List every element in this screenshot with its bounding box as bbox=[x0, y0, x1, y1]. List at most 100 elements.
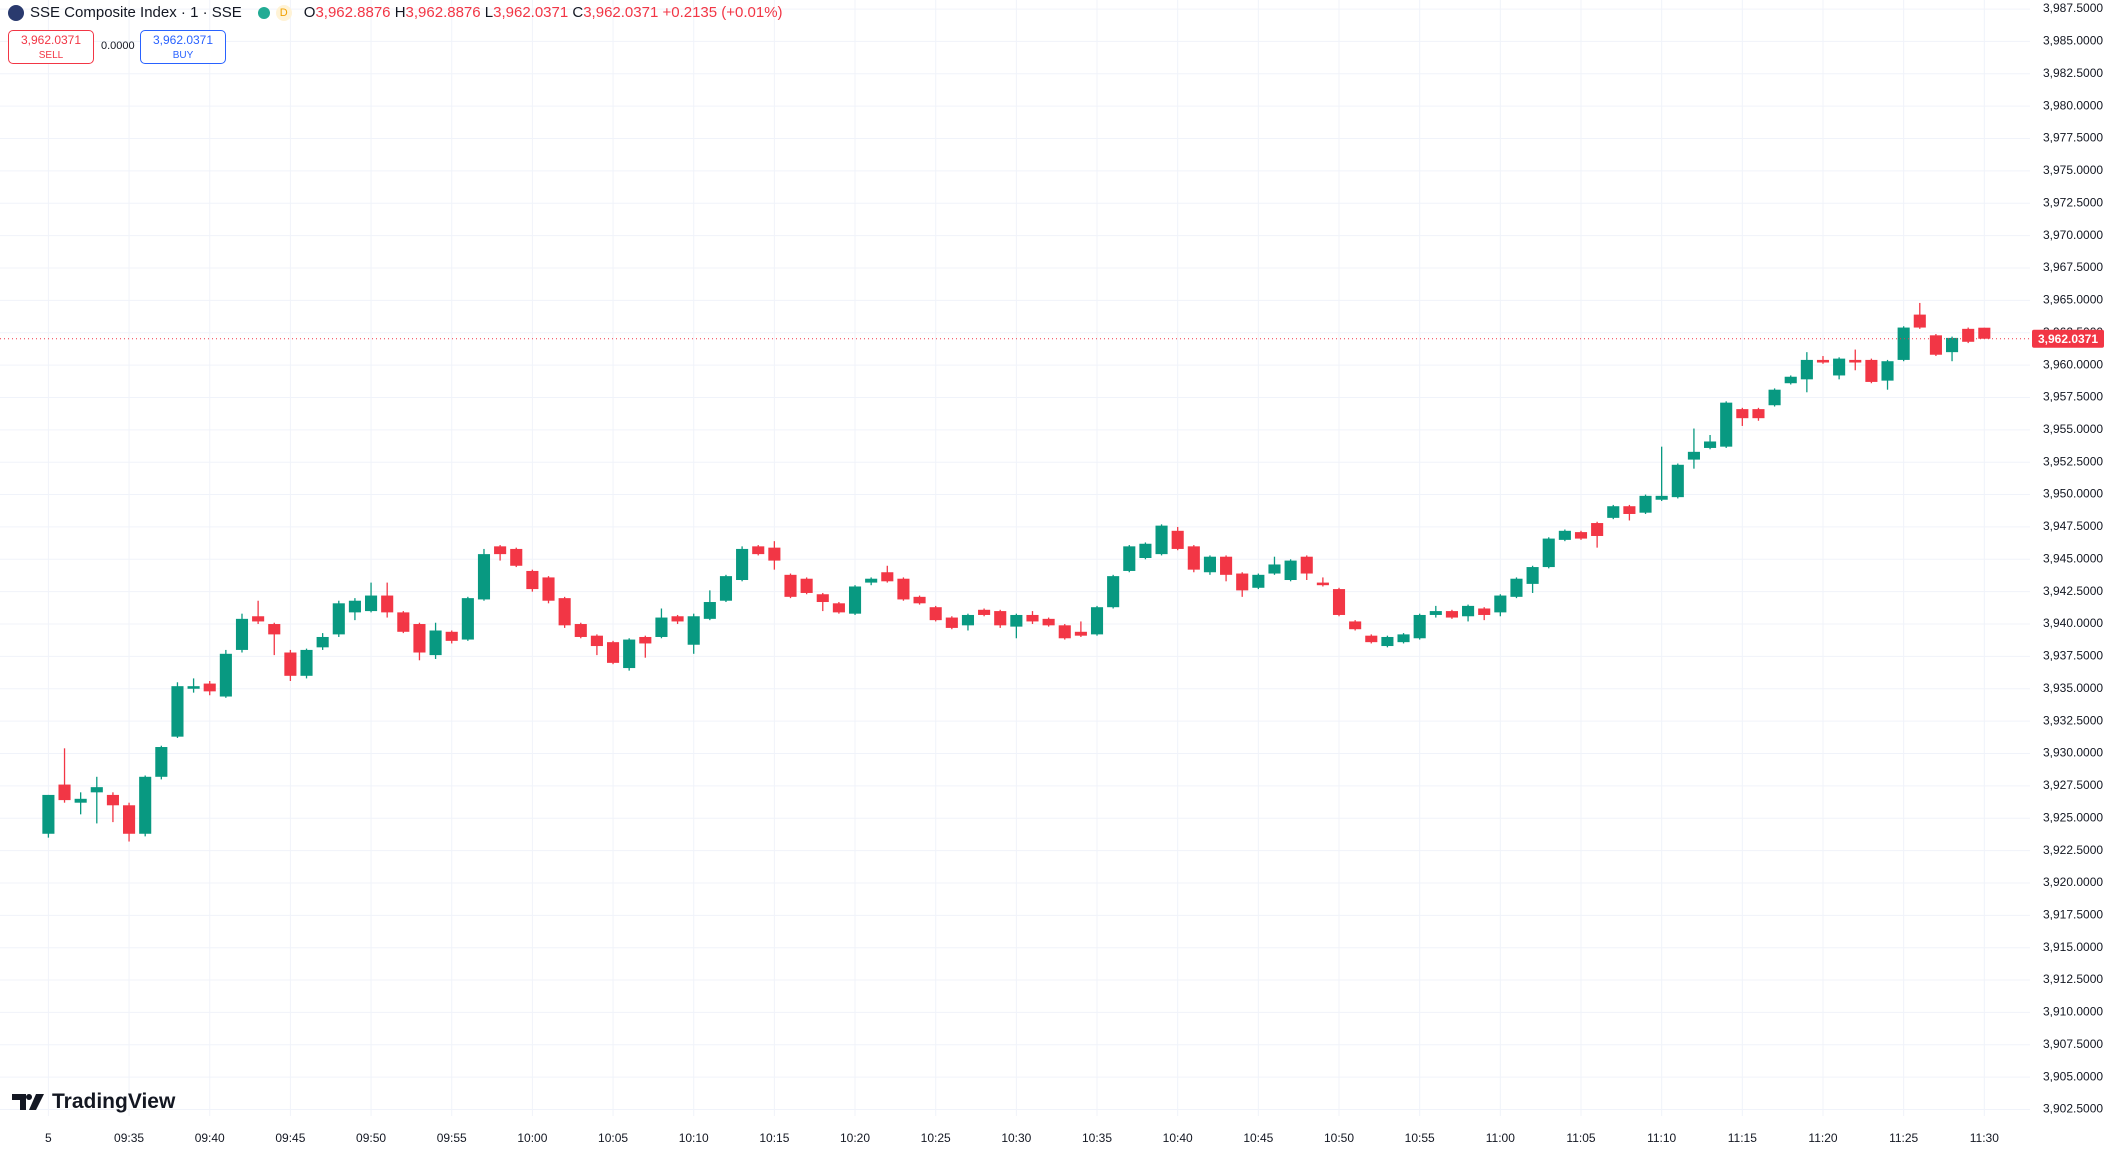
candle-body bbox=[542, 577, 555, 601]
candle-body bbox=[1607, 506, 1620, 518]
candle-body bbox=[1768, 389, 1781, 406]
buy-button[interactable]: 3,962.0371 BUY bbox=[140, 30, 226, 64]
candle-body bbox=[687, 616, 700, 645]
candle-body bbox=[1090, 607, 1104, 635]
x-tick-label: 10:50 bbox=[1324, 1131, 1354, 1145]
candle-body bbox=[1720, 402, 1733, 447]
sell-button[interactable]: 3,962.0371 SELL bbox=[8, 30, 94, 64]
y-tick-label: 3,945.0000 bbox=[2043, 551, 2103, 565]
candle-body bbox=[623, 639, 636, 669]
candle-body bbox=[639, 636, 652, 644]
y-tick-label: 3,947.5000 bbox=[2043, 519, 2103, 533]
candle-body bbox=[1026, 614, 1039, 622]
candle-body bbox=[58, 784, 71, 801]
candle-body bbox=[784, 574, 797, 597]
y-tick-label: 3,957.5000 bbox=[2043, 390, 2103, 404]
candle-body bbox=[1332, 589, 1346, 615]
y-tick-label: 3,932.5000 bbox=[2043, 713, 2103, 727]
x-tick-label: 09:55 bbox=[437, 1131, 467, 1145]
x-tick-label: 10:00 bbox=[517, 1131, 547, 1145]
candle-body bbox=[365, 595, 378, 612]
y-tick-label: 3,977.5000 bbox=[2043, 131, 2103, 145]
candle-body bbox=[961, 614, 975, 626]
x-tick-label: 10:20 bbox=[840, 1131, 870, 1145]
candle-body bbox=[1752, 409, 1765, 419]
candle-body bbox=[671, 616, 684, 622]
candle-body bbox=[397, 612, 410, 632]
status-dot bbox=[257, 6, 270, 19]
candle-body bbox=[1816, 359, 1830, 363]
candle-body bbox=[1655, 495, 1668, 500]
y-tick-label: 3,960.0000 bbox=[2043, 357, 2103, 371]
y-tick-label: 3,955.0000 bbox=[2043, 422, 2103, 436]
candle-body bbox=[606, 642, 620, 663]
candle-body bbox=[1736, 409, 1749, 419]
candle-body bbox=[881, 572, 894, 582]
y-tick-label: 3,952.5000 bbox=[2043, 454, 2103, 468]
legend: SSE Composite Index · 1 · SSE D O3,962.8… bbox=[8, 4, 783, 21]
candle-body bbox=[300, 649, 313, 676]
x-tick-label: 09:40 bbox=[195, 1131, 225, 1145]
candle-body bbox=[558, 598, 571, 626]
x-tick-label: 09:35 bbox=[114, 1131, 144, 1145]
x-tick-label: 10:10 bbox=[679, 1131, 709, 1145]
x-tick-label: 11:20 bbox=[1808, 1131, 1837, 1145]
candle-body bbox=[106, 794, 119, 806]
candle-body bbox=[494, 546, 507, 555]
candle-body bbox=[1203, 556, 1216, 573]
candle-body bbox=[865, 578, 878, 583]
candle-body bbox=[800, 578, 813, 593]
y-tick-label: 3,905.0000 bbox=[2043, 1069, 2103, 1083]
candle-body bbox=[332, 603, 345, 635]
candle-body bbox=[1897, 327, 1910, 360]
candle-body bbox=[655, 617, 668, 637]
candle-body bbox=[768, 547, 781, 561]
candle-body bbox=[1365, 635, 1378, 643]
y-tick-label: 3,970.0000 bbox=[2043, 228, 2103, 242]
y-tick-label: 3,915.0000 bbox=[2043, 940, 2103, 954]
candle-body bbox=[1445, 611, 1458, 618]
candle-body bbox=[203, 683, 216, 692]
x-tick-label: 10:35 bbox=[1082, 1131, 1112, 1145]
x-tick-label: 11:15 bbox=[1728, 1131, 1757, 1145]
badge: D bbox=[275, 4, 292, 21]
x-tick-label: 10:30 bbox=[1001, 1131, 1031, 1145]
candle-body bbox=[897, 578, 910, 600]
candle-body bbox=[1381, 636, 1394, 647]
candle-body bbox=[1187, 546, 1200, 570]
last-price-label: 3,962.0371 bbox=[2038, 332, 2098, 346]
candle-body bbox=[816, 594, 829, 603]
candle-body bbox=[477, 554, 491, 600]
candle-body bbox=[1107, 576, 1120, 608]
candle-body bbox=[1139, 543, 1152, 558]
brand-text: TradingView bbox=[52, 1090, 176, 1113]
candle-body bbox=[913, 596, 926, 604]
candle-body bbox=[171, 686, 184, 737]
symbol[interactable]: SSE Composite Index · 1 · SSE bbox=[30, 4, 242, 21]
candle-body bbox=[235, 618, 249, 650]
x-tick-label: 09:45 bbox=[275, 1131, 305, 1145]
candle-body bbox=[187, 686, 200, 689]
candle-body bbox=[1236, 573, 1249, 591]
buy-price: 3,962.0371 bbox=[152, 33, 214, 47]
x-tick-label: 10:15 bbox=[759, 1131, 789, 1145]
candle-body bbox=[1623, 506, 1636, 514]
candle-body bbox=[1413, 614, 1426, 639]
candle-body bbox=[123, 805, 136, 834]
y-tick-label: 3,975.0000 bbox=[2043, 163, 2103, 177]
y-tick-label: 3,967.5000 bbox=[2043, 260, 2103, 274]
y-tick-label: 3,917.5000 bbox=[2043, 907, 2103, 921]
candle-body bbox=[1397, 634, 1410, 643]
y-tick-label: 3,965.0000 bbox=[2043, 293, 2103, 307]
ohlc-key: H bbox=[394, 4, 406, 21]
spread: 0.0000 bbox=[101, 40, 135, 52]
brand[interactable]: TradingView bbox=[12, 1090, 175, 1114]
candle-body bbox=[1316, 582, 1329, 586]
candle-body bbox=[139, 776, 152, 834]
candle-body bbox=[1833, 358, 1846, 376]
candle-body bbox=[736, 548, 749, 581]
y-tick-label: 3,980.0000 bbox=[2043, 98, 2103, 112]
candle-body bbox=[703, 602, 716, 619]
x-tick-label: 10:45 bbox=[1243, 1131, 1273, 1145]
ohlc-value: 3,962.8876 bbox=[405, 4, 481, 21]
